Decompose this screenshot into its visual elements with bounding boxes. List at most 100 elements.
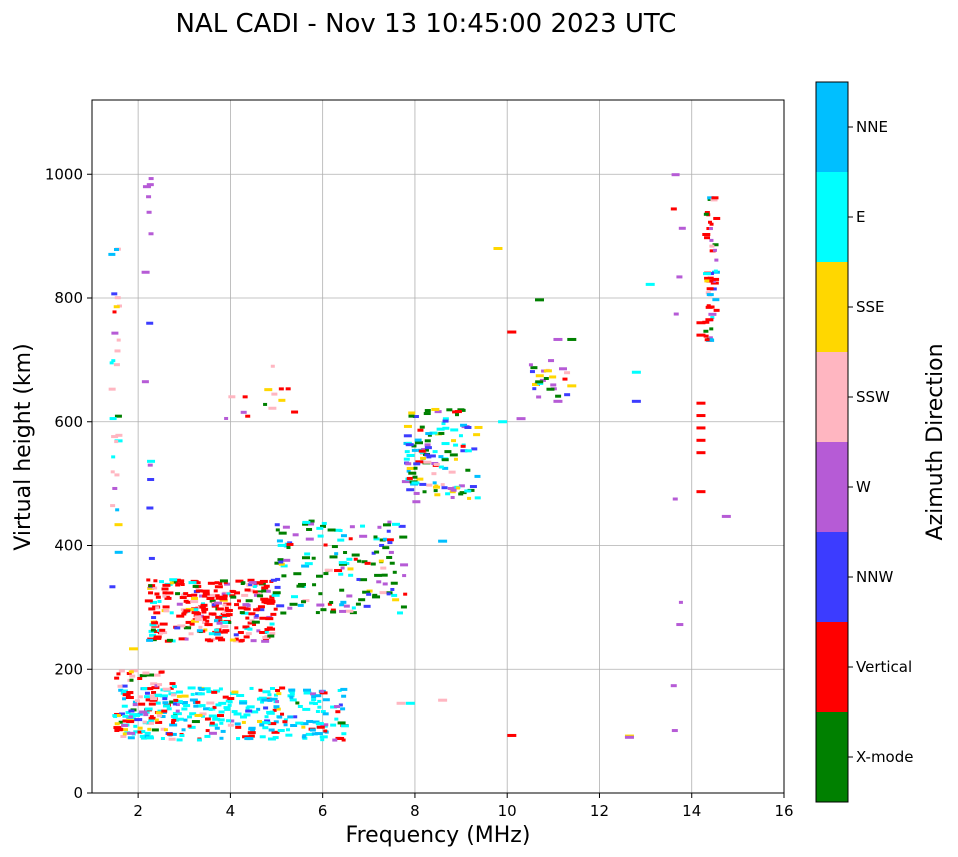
plot-background	[92, 100, 784, 793]
echo-mark	[173, 698, 179, 702]
echo-point	[567, 384, 577, 388]
echo-mark	[379, 538, 386, 542]
echo-mark	[149, 698, 158, 702]
x-tick-label: 8	[410, 802, 420, 820]
echo-mark	[449, 453, 458, 457]
echo-mark	[276, 604, 285, 608]
echo-mark	[259, 735, 266, 739]
echo-mark	[169, 723, 178, 727]
echo-mark	[169, 611, 174, 615]
echo-mark	[205, 729, 210, 733]
echo-mark	[450, 496, 455, 500]
echo-mark	[218, 582, 223, 586]
echo-mark	[414, 438, 422, 442]
echo-mark	[229, 638, 236, 642]
echo-mark	[241, 720, 246, 724]
echo-mark	[118, 720, 123, 724]
echo-mark	[707, 197, 713, 201]
echo-mark	[209, 721, 215, 725]
echo-mark	[147, 586, 155, 590]
echo-mark	[202, 617, 207, 621]
echo-mark	[160, 715, 166, 719]
echo-mark	[398, 524, 406, 528]
echo-mark	[451, 439, 457, 443]
echo-mark	[291, 410, 299, 414]
echo-mark	[222, 695, 229, 699]
echo-mark	[373, 535, 378, 539]
echo-mark	[233, 712, 242, 716]
echo-mark	[297, 582, 306, 586]
echo-mark	[134, 718, 143, 722]
echo-mark	[264, 628, 270, 632]
echo-mark	[108, 387, 116, 391]
echo-mark	[203, 628, 208, 632]
echo-mark	[114, 349, 121, 353]
echo-mark	[259, 630, 268, 634]
echo-mark	[258, 688, 263, 692]
echo-mark	[413, 462, 421, 466]
echo-mark	[176, 694, 182, 698]
echo-mark	[230, 719, 235, 723]
echo-mark	[558, 367, 567, 371]
echo-mark	[709, 244, 715, 248]
echo-mark	[155, 701, 161, 705]
echo-mark	[276, 707, 281, 711]
echo-mark	[146, 736, 155, 740]
echo-mark	[216, 607, 224, 611]
echo-mark	[111, 359, 116, 363]
echo-mark	[213, 619, 219, 623]
echo-mark	[122, 732, 127, 736]
echo-mark	[112, 714, 121, 718]
echo-mark	[137, 730, 143, 734]
echo-mark	[262, 726, 269, 730]
echo-mark	[314, 732, 323, 736]
echo-mark	[117, 684, 123, 688]
echo-mark	[157, 599, 162, 603]
echo-mark	[154, 718, 159, 722]
echo-mark	[226, 719, 232, 723]
echo-mark	[321, 521, 327, 525]
echo-mark	[133, 724, 138, 728]
echo-mark	[155, 720, 163, 724]
echo-mark	[187, 724, 192, 728]
echo-mark	[266, 598, 275, 602]
echo-mark	[471, 447, 478, 451]
echo-mark	[148, 177, 154, 181]
echo-mark	[114, 440, 119, 444]
echo-mark	[303, 688, 312, 692]
echo-mark	[262, 636, 270, 640]
echo-mark	[705, 318, 714, 322]
echo-mark	[705, 291, 711, 295]
echo-mark	[114, 473, 120, 477]
echo-mark	[305, 732, 314, 736]
echo-mark	[334, 528, 342, 532]
echo-mark	[273, 705, 280, 709]
echo-mark	[116, 338, 121, 342]
echo-mark	[223, 580, 228, 584]
echo-mark	[148, 702, 156, 706]
echo-mark	[278, 560, 284, 564]
echo-mark	[713, 216, 721, 220]
echo-mark	[209, 599, 216, 603]
echo-mark	[708, 220, 713, 224]
echo-mark	[341, 738, 346, 742]
echo-mark	[310, 692, 317, 696]
echo-mark	[708, 336, 713, 340]
echo-mark	[275, 577, 281, 581]
echo-mark	[282, 720, 288, 724]
echo-mark	[233, 633, 239, 637]
echo-mark	[183, 609, 191, 613]
echo-mark	[269, 686, 275, 690]
echo-mark	[222, 603, 227, 607]
echo-mark	[201, 621, 208, 625]
echo-mark	[142, 720, 147, 724]
echo-mark	[196, 738, 202, 742]
echo-mark	[307, 522, 315, 526]
echo-mark	[147, 687, 154, 691]
echo-mark	[359, 578, 368, 582]
echo-mark	[302, 522, 309, 526]
echo-mark	[242, 395, 248, 399]
echo-mark	[287, 715, 294, 719]
echo-mark	[206, 623, 213, 627]
echo-mark	[359, 534, 368, 538]
